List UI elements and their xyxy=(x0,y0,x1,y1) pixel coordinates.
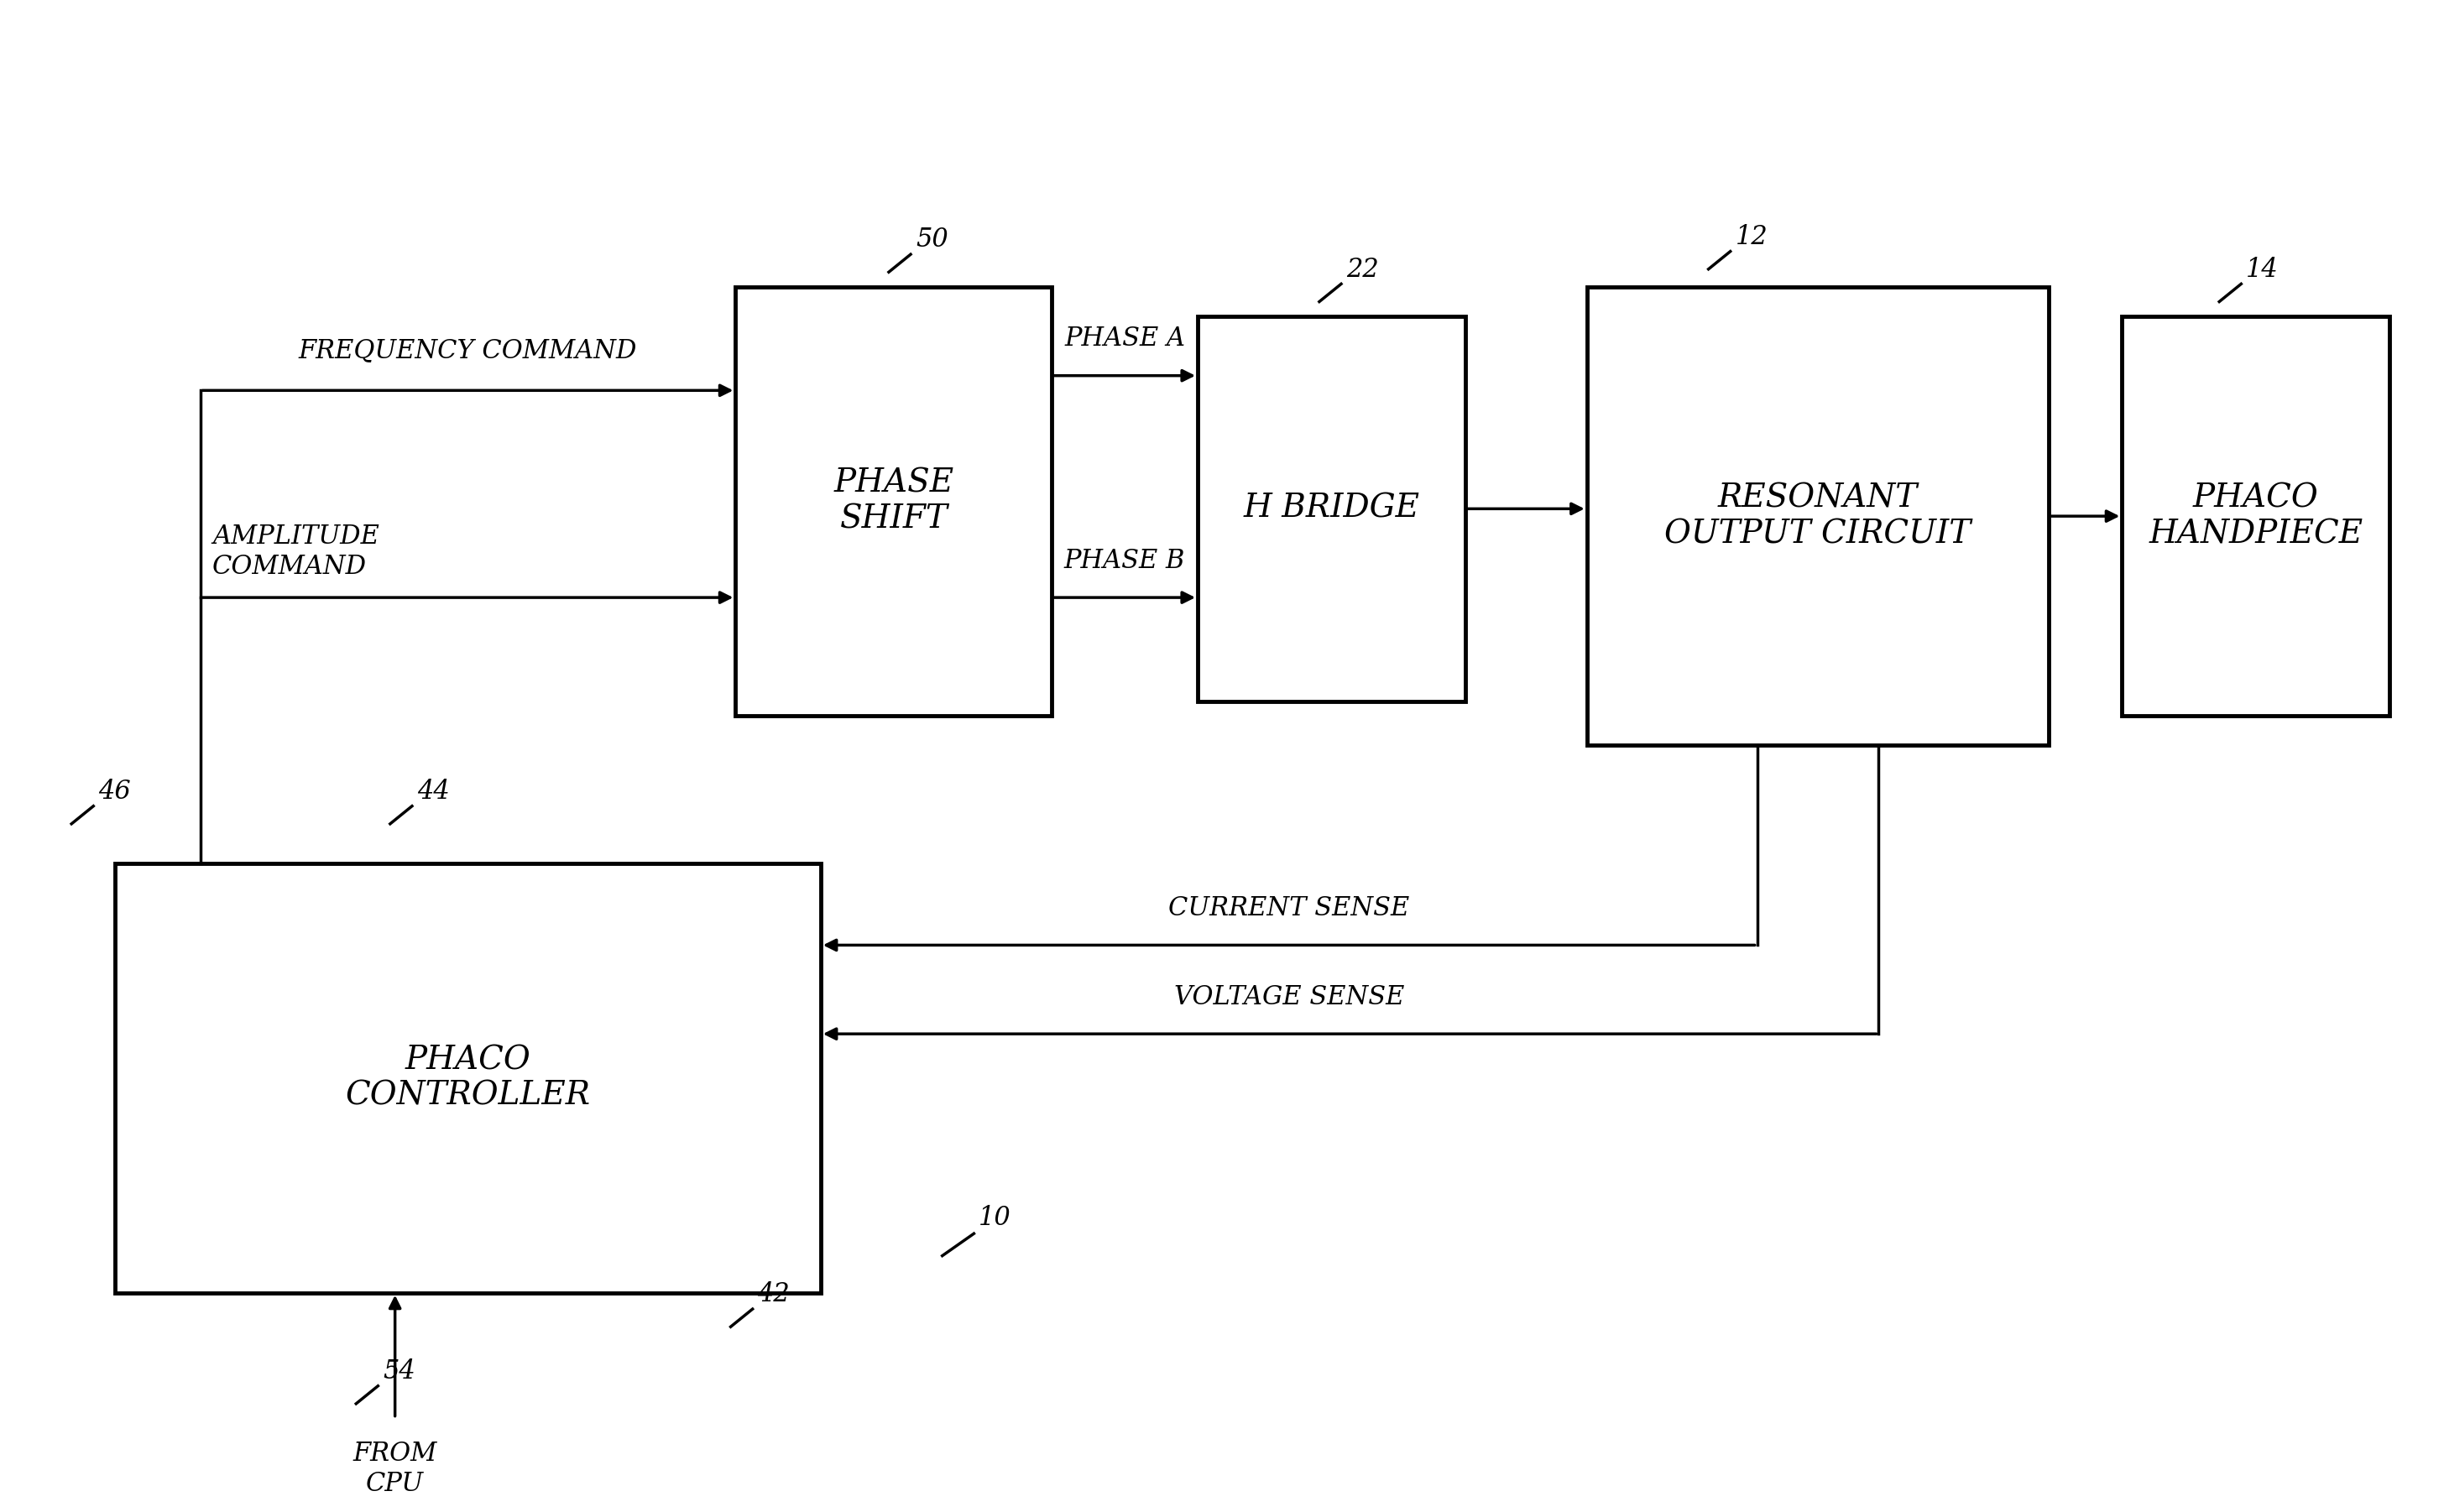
Text: 50: 50 xyxy=(916,227,948,253)
Text: 12: 12 xyxy=(1735,224,1767,249)
Text: PHACO
CONTROLLER: PHACO CONTROLLER xyxy=(345,1045,591,1111)
Text: PHASE B: PHASE B xyxy=(1063,547,1185,575)
Bar xyxy=(115,863,821,1293)
Bar xyxy=(1198,316,1466,702)
Text: FROM
CPU: FROM CPU xyxy=(352,1441,437,1497)
Bar xyxy=(1586,287,2048,745)
Text: 14: 14 xyxy=(2246,257,2278,283)
Bar xyxy=(736,287,1051,715)
Bar xyxy=(2121,316,2390,715)
Text: PHACO
HANDPIECE: PHACO HANDPIECE xyxy=(2148,482,2363,550)
Text: 46: 46 xyxy=(98,779,132,804)
Text: AMPLITUDE
COMMAND: AMPLITUDE COMMAND xyxy=(213,523,379,579)
Text: 42: 42 xyxy=(758,1282,789,1308)
Text: CURRENT SENSE: CURRENT SENSE xyxy=(1168,895,1410,921)
Text: PHASE
SHIFT: PHASE SHIFT xyxy=(833,467,953,535)
Text: RESONANT
OUTPUT CIRCUIT: RESONANT OUTPUT CIRCUIT xyxy=(1664,482,1972,550)
Text: PHASE A: PHASE A xyxy=(1063,327,1185,352)
Text: 44: 44 xyxy=(418,779,450,804)
Text: 10: 10 xyxy=(978,1205,1012,1231)
Text: 54: 54 xyxy=(384,1358,415,1385)
Text: H BRIDGE: H BRIDGE xyxy=(1244,493,1420,525)
Text: VOLTAGE SENSE: VOLTAGE SENSE xyxy=(1173,984,1403,1010)
Text: 22: 22 xyxy=(1347,257,1378,283)
Text: FREQUENCY COMMAND: FREQUENCY COMMAND xyxy=(298,337,638,364)
